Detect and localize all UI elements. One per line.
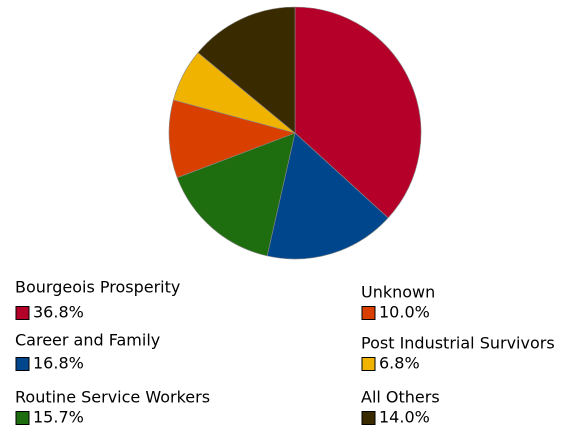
legend-swatch <box>15 411 30 425</box>
legend-value: 36.8% <box>33 303 84 322</box>
legend-label: Career and Family <box>15 331 160 350</box>
legend-swatch <box>15 357 30 371</box>
legend-swatch <box>361 306 376 320</box>
pie-slice <box>176 132 296 257</box>
legend-value: 16.8% <box>33 354 84 373</box>
legend-value: 14.0% <box>379 408 430 427</box>
legend-swatch <box>361 411 376 425</box>
legend-swatch <box>361 357 376 371</box>
pie-slice <box>197 6 296 134</box>
pie-slice <box>294 6 422 219</box>
pie-slice <box>266 132 389 260</box>
legend-label: Unknown <box>361 283 435 302</box>
legend-value: 15.7% <box>33 408 84 427</box>
legend-label: Routine Service Workers <box>15 388 210 407</box>
legend-value: 10.0% <box>379 303 430 322</box>
legend-label: Bourgeois Prosperity <box>15 278 180 297</box>
legend-swatch <box>15 306 30 320</box>
legend-label: Post Industrial Survivors <box>361 334 555 353</box>
legend-label: All Others <box>361 388 440 407</box>
legend-value: 6.8% <box>379 354 420 373</box>
pie-slice <box>168 99 296 179</box>
